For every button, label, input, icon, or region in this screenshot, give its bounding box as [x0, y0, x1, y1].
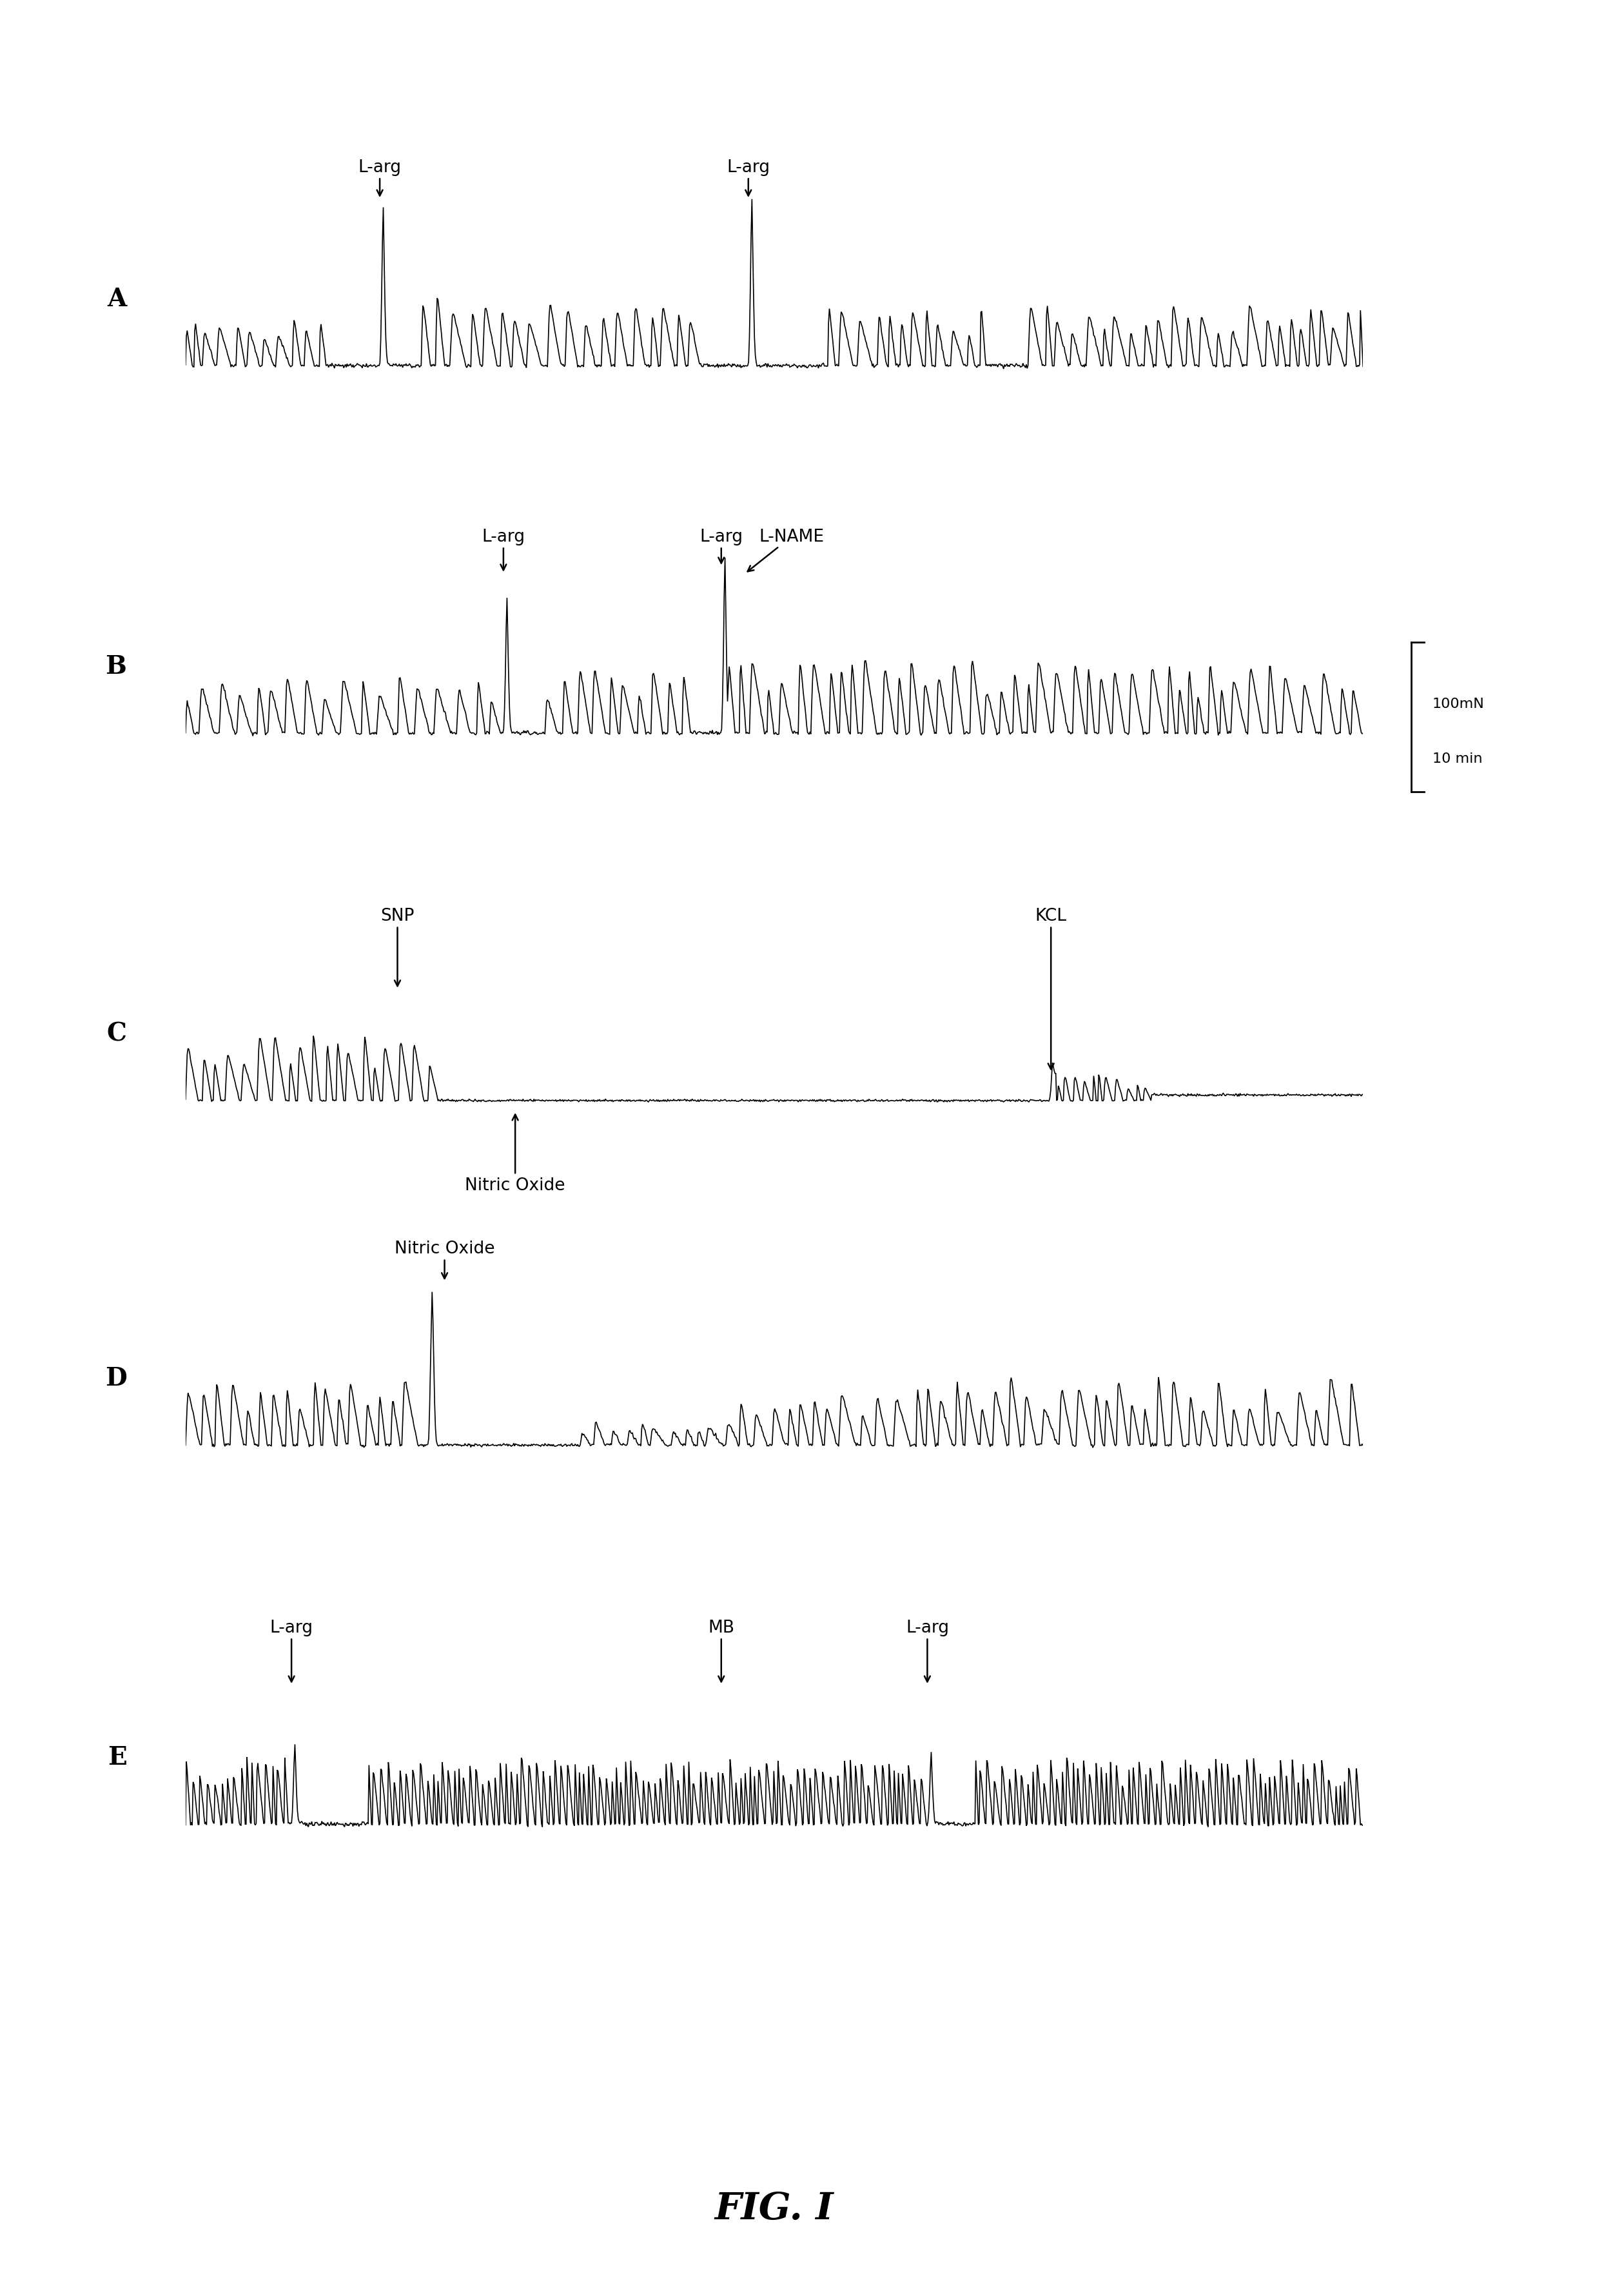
Text: FIG. I: FIG. I: [715, 2190, 834, 2227]
Text: KCL: KCL: [1036, 907, 1066, 1070]
Text: 100mN: 100mN: [1432, 698, 1484, 709]
Text: L-arg: L-arg: [269, 1619, 313, 1683]
Text: SNP: SNP: [381, 907, 415, 987]
Text: A: A: [106, 287, 126, 312]
Text: 10 min: 10 min: [1432, 753, 1482, 765]
Text: L-arg: L-arg: [727, 158, 769, 195]
Text: D: D: [105, 1366, 126, 1391]
Text: B: B: [105, 654, 126, 680]
Text: Nitric Oxide: Nitric Oxide: [465, 1116, 565, 1194]
Text: Nitric Oxide: Nitric Oxide: [395, 1240, 495, 1279]
Text: L-arg: L-arg: [482, 528, 524, 572]
Text: L-arg: L-arg: [700, 528, 744, 565]
Text: L-arg: L-arg: [907, 1619, 948, 1683]
Text: C: C: [106, 1022, 126, 1047]
Text: L-NAME: L-NAME: [747, 528, 824, 572]
Text: MB: MB: [708, 1619, 734, 1683]
Text: L-arg: L-arg: [358, 158, 402, 195]
Text: E: E: [108, 1745, 126, 1770]
